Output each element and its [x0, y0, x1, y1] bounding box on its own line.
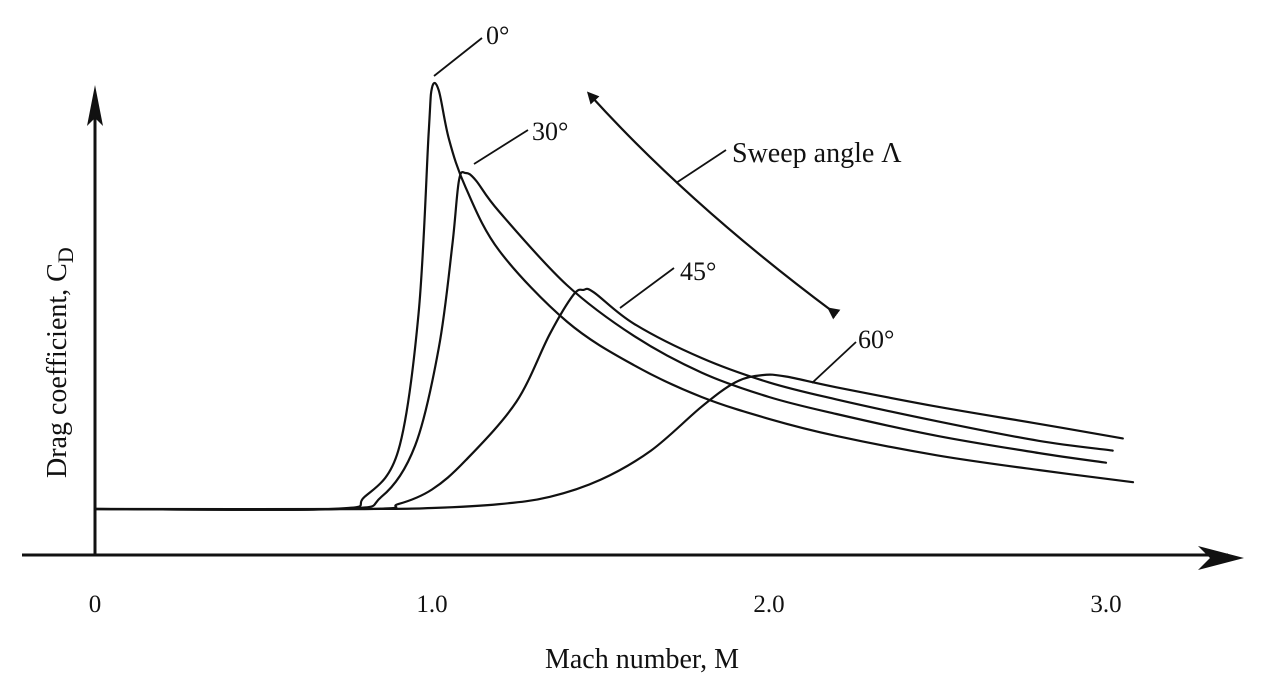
series-label-30: 30° [532, 117, 568, 146]
y-axis-arrowhead [87, 85, 103, 126]
leader-line-60 [811, 341, 857, 384]
leader-line-0 [433, 37, 483, 77]
sweep-angle-label: Sweep angle Λ [732, 138, 902, 169]
y-axis-title-main: Drag coefficient, C [42, 263, 73, 478]
leader-line-30 [473, 129, 529, 165]
y-axis-title: Drag coefficient, CD [42, 247, 78, 478]
leader-line-45 [619, 267, 675, 309]
series-curve-3 [93, 373, 1124, 511]
x-tick-labels: 0 1.0 2.0 3.0 [89, 591, 1122, 618]
x-tick-label-3: 3.0 [1090, 591, 1121, 618]
sweep-angle-arrow [586, 91, 841, 320]
x-axis-title: Mach number, M [545, 644, 739, 675]
series-curve-2 [93, 287, 1114, 511]
series-label-45: 45° [680, 257, 716, 286]
x-tick-label-1: 1.0 [416, 591, 447, 618]
sweep-angle-leader [675, 149, 727, 184]
series-curve-0 [93, 81, 1135, 511]
series-label-0: 0° [486, 21, 509, 50]
series-curves [93, 81, 1135, 511]
series-labels: 0° 30° 45° 60° [433, 21, 894, 384]
x-tick-label-0: 0 [89, 591, 102, 618]
x-axis-arrowhead [1198, 546, 1244, 570]
series-label-60: 60° [858, 325, 894, 354]
series-curve-1 [93, 170, 1108, 511]
sweep-angle-annotation: Sweep angle Λ [586, 91, 902, 320]
x-tick-label-2: 2.0 [753, 591, 784, 618]
y-axis-title-subscript: D [53, 247, 78, 263]
